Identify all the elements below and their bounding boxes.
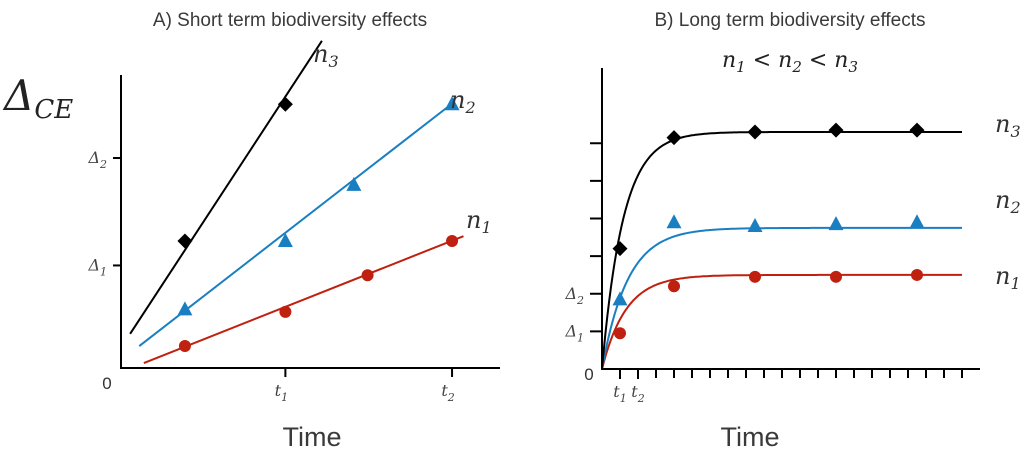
panel-b-x-tick-label: t2 <box>631 382 644 405</box>
data-point-n2 <box>346 176 362 191</box>
panel-b: B) Long term biodiversity effects n1 < n… <box>564 10 1020 452</box>
panel-a-origin-label: 0 <box>102 374 111 393</box>
panel-b-series: n1 n2 n3 <box>601 110 1021 370</box>
series-curve-n2 <box>601 226 962 370</box>
panel-b-y-tick-label: Δ1 <box>564 321 584 344</box>
series-n3 <box>601 122 962 370</box>
data-point-n1 <box>361 269 374 282</box>
data-point-n1 <box>749 270 761 283</box>
data-point-n2 <box>612 291 628 306</box>
data-point-n2 <box>444 96 460 111</box>
panel-b-xlabel: Time <box>721 422 780 452</box>
panel-a-x-tick-label: t2 <box>441 381 454 404</box>
panel-a-series: n1 n2 n3 <box>129 40 492 365</box>
panel-b-axis-lines <box>601 68 980 370</box>
panel-a-axis-lines <box>120 75 500 369</box>
data-point-n3 <box>277 96 293 112</box>
data-point-n1 <box>614 327 626 340</box>
data-point-n2 <box>747 218 763 233</box>
series-label-n1: n1 <box>466 206 492 237</box>
data-point-n1 <box>911 268 923 281</box>
data-point-n3 <box>828 122 844 138</box>
panel-a-x-tick-label: t1 <box>275 381 288 404</box>
series-label-n3: n3 <box>313 40 339 71</box>
panel-b-x-tick-label: t1 <box>613 382 626 405</box>
panel-a-axes <box>120 75 500 369</box>
data-point-n3 <box>747 124 763 140</box>
data-point-n1 <box>279 305 292 318</box>
data-point-n2 <box>828 216 844 231</box>
data-point-n1 <box>668 280 680 293</box>
panel-a-y-tick-label: Δ1 <box>87 255 107 278</box>
series-label-n2: n2 <box>450 86 476 117</box>
series-line-n1 <box>143 235 464 365</box>
data-point-n2 <box>177 301 193 316</box>
panel-a: A) Short term biodiversity effects ΔCE 0… <box>2 10 500 452</box>
panel-a-title: A) Short term biodiversity effects <box>153 10 427 31</box>
series-curve-n3 <box>601 131 962 370</box>
series-line-n3 <box>129 40 323 335</box>
panel-b-title: B) Long term biodiversity effects <box>654 10 925 31</box>
panel-a-ticks: t1 t2 Δ1 Δ2 <box>87 148 454 404</box>
data-point-n3 <box>177 233 193 249</box>
series-n1 <box>143 235 464 365</box>
series-n1 <box>601 268 962 370</box>
series-curve-n1 <box>601 273 962 370</box>
data-point-n3 <box>909 122 925 138</box>
series-line-n2 <box>138 101 455 347</box>
series-label-n3: n3 <box>995 110 1021 141</box>
series-n2 <box>138 96 460 347</box>
data-point-n1 <box>178 340 191 353</box>
data-point-n3 <box>666 130 682 146</box>
data-point-n2 <box>909 214 925 229</box>
series-n3 <box>129 40 323 335</box>
series-label-n2: n2 <box>995 186 1021 217</box>
panel-a-xlabel: Time <box>283 422 342 452</box>
series-n2 <box>601 214 962 370</box>
panel-b-y-tick-label: Δ2 <box>564 284 584 307</box>
data-point-n3 <box>612 241 628 257</box>
panel-a-ylabel: ΔCE <box>2 71 73 125</box>
panel-b-axes <box>601 68 980 370</box>
data-point-n2 <box>277 233 293 248</box>
panel-b-origin-label: 0 <box>584 365 593 384</box>
panel-a-y-tick-label: Δ2 <box>87 148 107 171</box>
data-point-n1 <box>830 270 842 283</box>
data-point-n2 <box>666 214 682 229</box>
panel-b-subtitle: n1 < n2 < n3 <box>722 48 858 76</box>
series-label-n1: n1 <box>995 262 1021 293</box>
data-point-n1 <box>446 235 459 248</box>
panel-b-ticks: t1 t2 Δ1 Δ2 <box>564 142 963 405</box>
